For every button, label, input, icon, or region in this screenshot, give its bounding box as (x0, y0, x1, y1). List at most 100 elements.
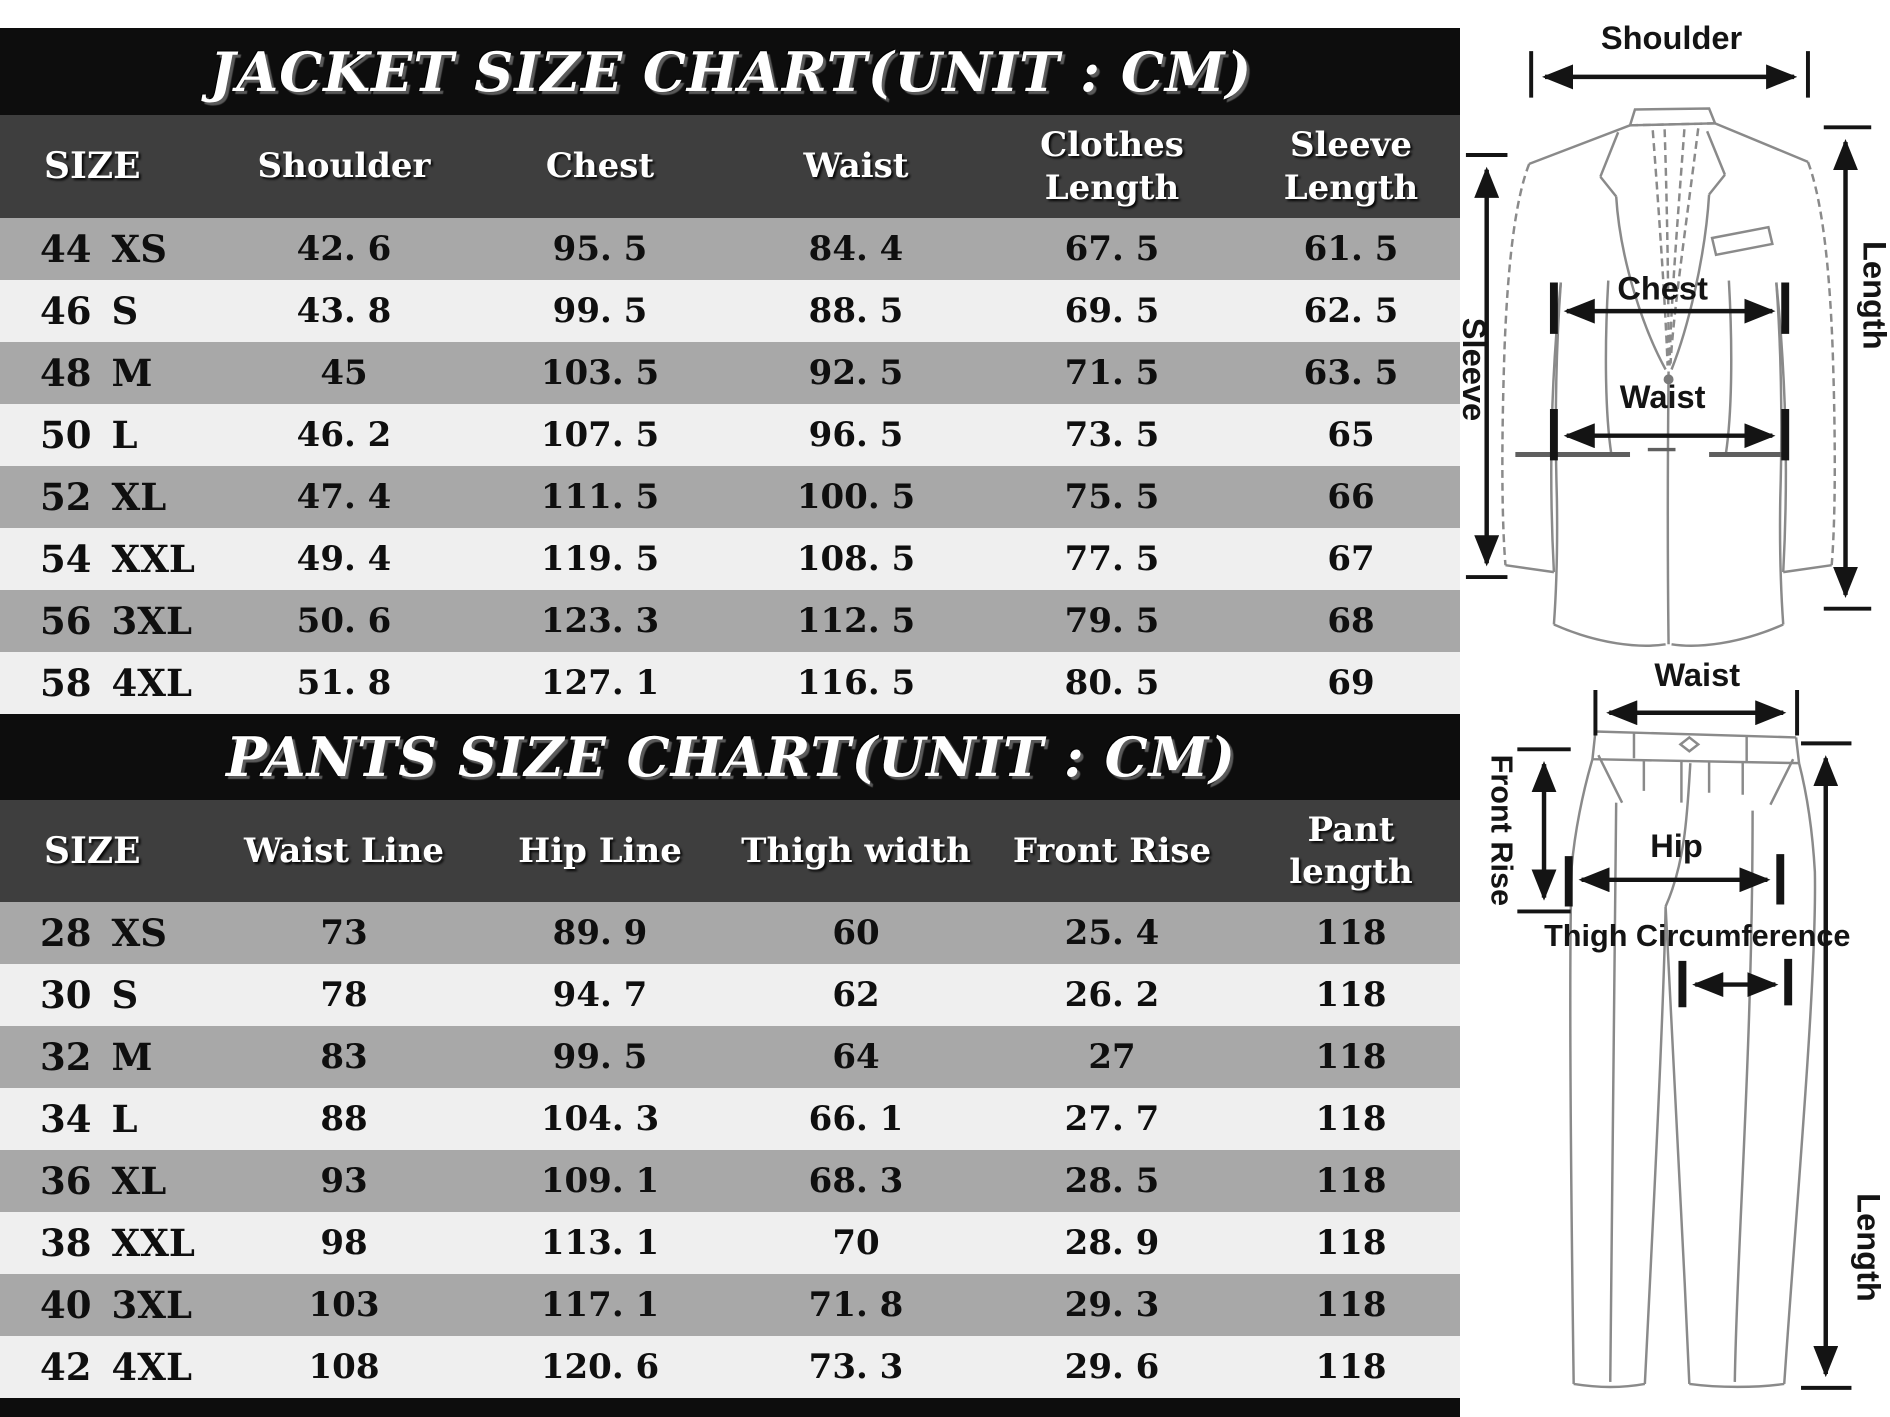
size-number: 56 (40, 599, 92, 643)
value-cell: 84. 4 (808, 229, 904, 269)
size-code: L (111, 413, 138, 457)
jacket-measure-arrows (1465, 51, 1872, 611)
size-code: M (111, 351, 153, 395)
value-cell: 117. 1 (540, 1285, 660, 1325)
jacket-column-header: Waist (803, 146, 909, 187)
front-rise-label: Front Rise (1485, 755, 1519, 906)
value-cell: 78 (320, 975, 368, 1015)
size-cell: 56 3XL (0, 599, 216, 643)
value-cell: 29. 3 (1064, 1285, 1160, 1325)
value-cell: 79. 5 (1064, 601, 1160, 641)
pants-length-ticks (1801, 741, 1852, 1390)
value-cell: 92. 5 (808, 353, 904, 393)
size-cell: 42 4XL (0, 1345, 216, 1389)
value-cell: 111. 5 (540, 477, 660, 517)
pants-sketch (1568, 730, 1817, 1389)
jacket-diagram-labels: Shoulder Sleeve Chest Waist Length (1460, 19, 1890, 421)
value-cell: 88 (320, 1099, 368, 1139)
hip-end-bars (1564, 854, 1785, 907)
size-code: 3XL (111, 599, 192, 643)
value-cell: 70 (832, 1223, 880, 1263)
value-cell: 108 (308, 1347, 380, 1387)
measurement-diagrams: Shoulder Sleeve Chest Waist Length (1460, 0, 1890, 1417)
value-cell: 118 (1315, 913, 1387, 953)
value-cell: 29. 6 (1064, 1347, 1160, 1387)
value-cell: 113. 1 (540, 1223, 660, 1263)
jacket-table-row: 54 XXL 49. 4 119. 5 108. 5 77. 5 67 (0, 528, 1462, 590)
value-cell: 73. 3 (808, 1347, 904, 1387)
size-number: 40 (40, 1283, 92, 1327)
value-cell: 26. 2 (1064, 975, 1160, 1015)
size-number: 38 (40, 1221, 92, 1265)
value-cell: 95. 5 (552, 229, 648, 269)
size-code: 3XL (111, 1283, 192, 1327)
size-code: S (111, 973, 139, 1017)
waist-end-bars (1549, 409, 1790, 461)
value-cell: 60 (832, 913, 880, 953)
size-number: 42 (40, 1345, 92, 1389)
value-cell: 99. 5 (552, 291, 648, 331)
size-number: 52 (40, 475, 92, 519)
pants-column-header: Pant length (1289, 809, 1413, 893)
pants-header-row: SIZE Waist Line Hip Line Thigh width Front R… (0, 800, 1462, 902)
size-code: XXL (111, 1221, 195, 1265)
value-cell: 80. 5 (1064, 663, 1160, 703)
size-number: 36 (40, 1159, 92, 1203)
value-cell: 25. 4 (1064, 913, 1160, 953)
value-cell: 62. 5 (1303, 291, 1399, 331)
jacket-table-row: 48 M 45 103. 5 92. 5 71. 5 63. 5 (0, 342, 1462, 404)
sleeve-label: Sleeve (1460, 318, 1493, 421)
value-cell: 73. 5 (1064, 415, 1160, 455)
size-number: 54 (40, 537, 92, 581)
value-cell: 66. 1 (808, 1099, 904, 1139)
size-number: 58 (40, 661, 92, 705)
jacket-column-header: SIZE (44, 145, 141, 187)
size-code: 4XL (111, 661, 192, 705)
pants-waist-label: Waist (1654, 656, 1740, 693)
jacket-table-row: 46 S 43. 8 99. 5 88. 5 69. 5 62. 5 (0, 280, 1462, 342)
jacket-column-header: Sleeve Length (1283, 125, 1419, 208)
value-cell: 62 (832, 975, 880, 1015)
value-cell: 127. 1 (540, 663, 660, 703)
value-cell: 50. 6 (296, 601, 392, 641)
jacket-table-row: 44 XS 42. 6 95. 5 84. 4 67. 5 61. 5 (0, 218, 1462, 280)
pants-diagram-labels: Waist Front Rise Hip Thigh Circumference… (1485, 656, 1888, 1302)
value-cell: 103. 5 (540, 353, 660, 393)
pants-length-label: Length (1850, 1193, 1887, 1302)
jacket-table-row: 52 XL 47. 4 111. 5 100. 5 75. 5 66 (0, 466, 1462, 528)
value-cell: 71. 8 (808, 1285, 904, 1325)
value-cell: 42. 6 (296, 229, 392, 269)
jacket-table-body: 44 XS 42. 6 95. 5 84. 4 67. 5 61. 5 46 S 43. 8 99.… (0, 218, 1462, 714)
value-cell: 118 (1315, 975, 1387, 1015)
value-cell: 27 (1088, 1037, 1136, 1077)
size-cell: 28 XS (0, 911, 216, 955)
chest-label: Chest (1617, 269, 1708, 306)
pants-column-header: Waist Line (243, 830, 445, 871)
value-cell: 45 (320, 353, 368, 393)
size-number: 34 (40, 1097, 92, 1141)
value-cell: 88. 5 (808, 291, 904, 331)
value-cell: 116. 5 (796, 663, 916, 703)
pants-waist-ticks (1593, 689, 1800, 736)
value-cell: 49. 4 (296, 539, 392, 579)
size-cell: 44 XS (0, 227, 216, 271)
bottom-black-strip (0, 1398, 1462, 1417)
value-cell: 118 (1315, 1347, 1387, 1387)
pants-table-row: 36 XL 93 109. 1 68. 3 28. 5 118 (0, 1150, 1462, 1212)
pants-table-row: 32 M 83 99. 5 64 27 118 (0, 1026, 1462, 1088)
value-cell: 83 (320, 1037, 368, 1077)
size-cell: 54 XXL (0, 537, 216, 581)
value-cell: 119. 5 (540, 539, 660, 579)
size-number: 48 (40, 351, 92, 395)
value-cell: 28. 9 (1064, 1223, 1160, 1263)
value-cell: 120. 6 (540, 1347, 660, 1387)
jacket-chart-title: JACKET SIZE CHART(UNIT : CM) (0, 28, 1462, 115)
size-code: 4XL (111, 1345, 192, 1389)
value-cell: 69. 5 (1064, 291, 1160, 331)
value-cell: 68. 3 (808, 1161, 904, 1201)
size-cell: 50 L (0, 413, 216, 457)
size-cell: 40 3XL (0, 1283, 216, 1327)
value-cell: 118 (1315, 1223, 1387, 1263)
value-cell: 118 (1315, 1099, 1387, 1139)
pants-table-row: 34 L 88 104. 3 66. 1 27. 7 118 (0, 1088, 1462, 1150)
